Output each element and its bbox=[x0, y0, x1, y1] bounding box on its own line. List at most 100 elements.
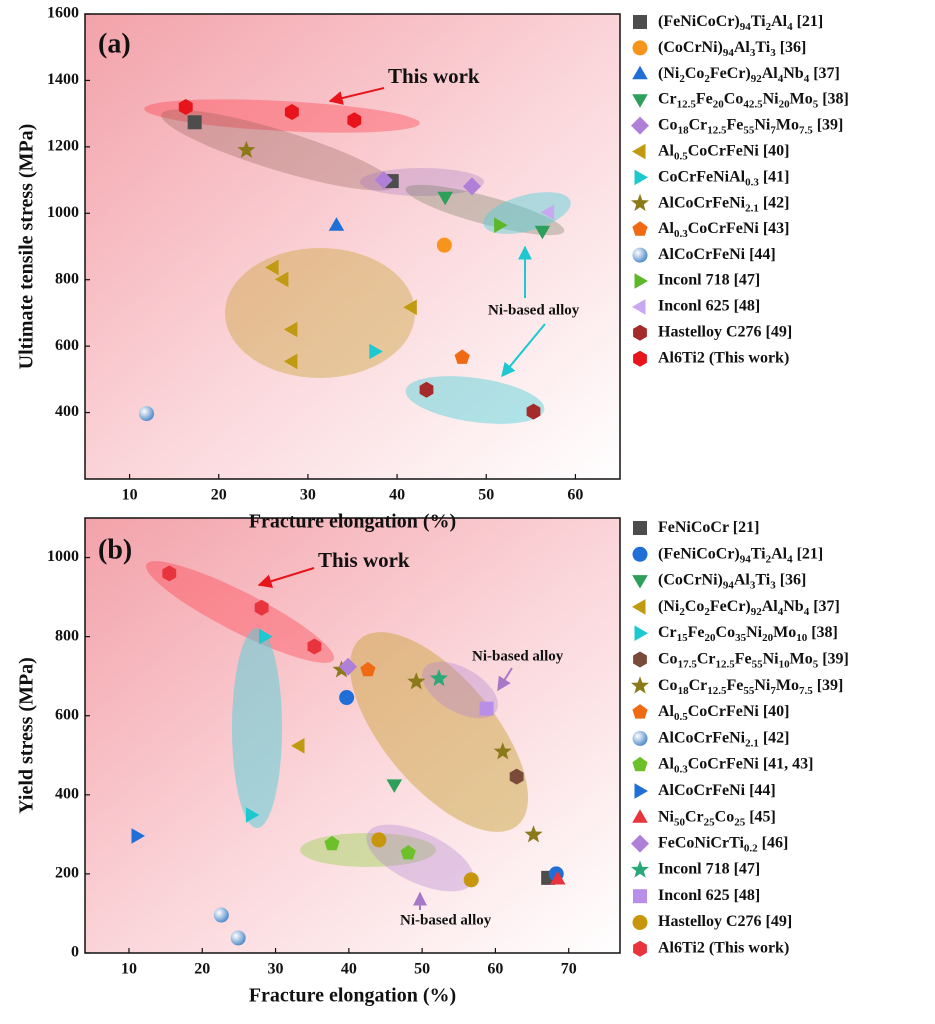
point bbox=[230, 930, 246, 946]
point bbox=[324, 835, 340, 851]
legend-marker bbox=[631, 676, 649, 694]
legend-label: AlCoCrFeNi [44] bbox=[658, 246, 776, 263]
point bbox=[509, 768, 524, 785]
point bbox=[493, 742, 512, 760]
series bbox=[369, 343, 383, 360]
legend-marker bbox=[632, 65, 648, 80]
legend-label: CoCrFeNiAl0.3 [41] bbox=[658, 168, 790, 188]
annotations: (a) This work Ni-based alloy (b) This wo… bbox=[98, 28, 580, 928]
legend-label: Al6Ti2 (This work) bbox=[658, 939, 789, 956]
series bbox=[139, 406, 155, 422]
legend-label: AlCoCrFeNi [44] bbox=[658, 782, 776, 799]
y-tick-label: 200 bbox=[55, 865, 79, 882]
legend-label: (Ni2Co2FeCr)92Al4Nb4 [37] bbox=[658, 598, 840, 618]
point bbox=[339, 690, 355, 706]
point bbox=[540, 204, 555, 221]
series bbox=[245, 628, 273, 823]
legend-label: Hastelloy C276 [49] bbox=[658, 323, 792, 340]
point bbox=[328, 217, 345, 231]
series bbox=[131, 828, 145, 844]
point bbox=[386, 779, 403, 793]
x-axis-title: Fracture elongation (%) bbox=[249, 985, 456, 1007]
legend-label: (Ni2Co2FeCr)92Al4Nb4 [37] bbox=[658, 64, 840, 84]
region bbox=[405, 376, 545, 424]
legend-label: AlCoCrFeNi2.1 [42] bbox=[658, 729, 790, 749]
y-tick-label: 600 bbox=[55, 706, 79, 723]
point bbox=[463, 872, 479, 888]
point bbox=[283, 353, 298, 370]
point bbox=[291, 738, 305, 754]
x-tick-label: 70 bbox=[561, 961, 577, 978]
point bbox=[524, 825, 543, 843]
panel-label: (b) bbox=[98, 534, 132, 565]
x-tick-label: 40 bbox=[341, 961, 357, 978]
x-tick-label: 30 bbox=[268, 961, 284, 978]
point bbox=[347, 112, 362, 129]
legend: (FeNiCoCr)94Ti2Al4 [21] (CoCrNi)94Al3Ti3 … bbox=[631, 13, 849, 367]
y-tick-label: 1000 bbox=[47, 548, 79, 565]
legend-marker bbox=[631, 860, 649, 878]
series bbox=[162, 565, 322, 655]
legend-label: (FeNiCoCr)94Ti2Al4 [21] bbox=[658, 13, 823, 33]
legend-label: Cr12.5Fe20Co42.5Ni20Mo5 [38] bbox=[658, 90, 849, 110]
legend-label: FeNiCoCr [21] bbox=[658, 519, 759, 536]
x-tick-label: 40 bbox=[389, 487, 405, 504]
legend-marker bbox=[634, 273, 648, 289]
legend-marker bbox=[633, 350, 647, 367]
y-tick-label: 1200 bbox=[47, 138, 79, 155]
point bbox=[407, 672, 426, 690]
point bbox=[360, 661, 376, 677]
legend-label: AlCoCrFeNi2.1 [42] bbox=[658, 194, 790, 214]
point bbox=[254, 599, 269, 616]
series bbox=[291, 738, 305, 754]
legend-marker bbox=[632, 40, 648, 56]
y-axis-title: Ultimate tensile stress (MPa) bbox=[16, 124, 38, 370]
region bbox=[161, 109, 395, 191]
point bbox=[139, 406, 155, 422]
point bbox=[284, 104, 299, 120]
x-tick-label: 10 bbox=[121, 961, 137, 978]
x-axis-title: Fracture elongation (%) bbox=[249, 511, 456, 533]
annotation: Ni-based alloy bbox=[488, 302, 580, 318]
legend-label: Al0.3CoCrFeNi [41, 43] bbox=[658, 755, 814, 775]
legend-marker bbox=[632, 704, 648, 719]
point bbox=[374, 171, 393, 190]
legend-marker bbox=[632, 575, 648, 589]
point bbox=[436, 237, 452, 253]
legend-marker bbox=[634, 783, 648, 799]
point bbox=[237, 140, 256, 158]
legend-label: (FeNiCoCr)94Ti2Al4 [21] bbox=[658, 545, 823, 565]
legend-marker bbox=[633, 889, 647, 904]
region bbox=[232, 628, 282, 828]
legend-marker bbox=[631, 116, 649, 135]
legend-marker bbox=[631, 193, 649, 211]
legend-label: Inconl 625 [48] bbox=[658, 298, 760, 315]
x-tick-label: 60 bbox=[567, 487, 583, 504]
arrow bbox=[497, 667, 513, 692]
y-tick-label: 1600 bbox=[47, 5, 79, 22]
legend-label: Inconl 718 [47] bbox=[658, 861, 760, 878]
x-tick-label: 60 bbox=[487, 961, 503, 978]
legend-label: Ni50Cr25Co25 [45] bbox=[658, 808, 776, 828]
regions bbox=[144, 99, 571, 892]
series bbox=[371, 832, 479, 888]
point bbox=[213, 907, 229, 923]
y-tick-label: 400 bbox=[55, 403, 79, 420]
legend-marker bbox=[633, 521, 647, 535]
legend-marker bbox=[632, 756, 648, 772]
series bbox=[436, 237, 452, 253]
region bbox=[366, 824, 474, 892]
legend-label: Hastelloy C276 [49] bbox=[658, 913, 792, 930]
legend-marker bbox=[633, 940, 647, 957]
point bbox=[245, 807, 260, 823]
point bbox=[494, 217, 508, 233]
legend-marker bbox=[632, 915, 648, 930]
legend-marker bbox=[633, 651, 647, 668]
legend: FeNiCoCr [21] (FeNiCoCr)94Ti2Al4 [21] (CoC… bbox=[631, 519, 849, 957]
point bbox=[534, 225, 551, 240]
point bbox=[454, 349, 470, 364]
series bbox=[437, 191, 551, 240]
x-tick-label: 10 bbox=[122, 487, 138, 504]
annotation: Ni-based alloy bbox=[472, 648, 564, 664]
point bbox=[283, 321, 298, 338]
